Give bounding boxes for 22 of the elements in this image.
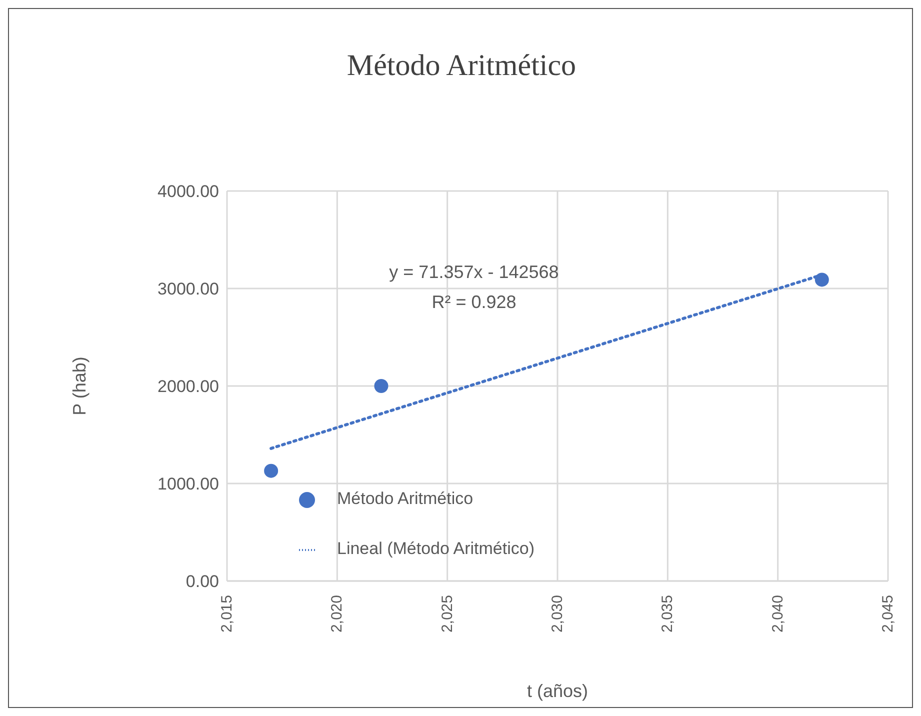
x-tick-label: 2,040	[769, 595, 786, 633]
point	[814, 272, 829, 287]
point	[264, 464, 278, 478]
y-tick-label: 1000.00	[158, 474, 219, 494]
x-tick-label: 2,045	[880, 595, 896, 633]
annotation: R² = 0.928	[430, 291, 518, 314]
x-tick-label: 2,025	[438, 595, 456, 633]
x-tick-label: 2,015	[218, 595, 236, 633]
legend-label: Lineal (Método Aritmético)	[337, 538, 534, 560]
y-tick-label: 4000.00	[158, 182, 219, 202]
y-tick-label: 0.00	[186, 572, 219, 592]
y-tick-label: 2000.00	[158, 377, 219, 396]
chart-title: Método Aritmético	[346, 49, 578, 83]
x-axis-title: t (años)	[526, 681, 588, 701]
point	[374, 379, 388, 393]
annotation: y = 71.357x - 142568	[388, 261, 560, 284]
legend-label: Método Aritmético	[337, 488, 474, 510]
y-tick-label: 3000.00	[158, 280, 219, 299]
y-axis-title: P (hab)	[69, 356, 90, 416]
x-tick-label: 2,030	[549, 595, 566, 633]
x-tick-label: 2,020	[328, 595, 346, 633]
x-tick-label: 2,035	[659, 595, 676, 633]
